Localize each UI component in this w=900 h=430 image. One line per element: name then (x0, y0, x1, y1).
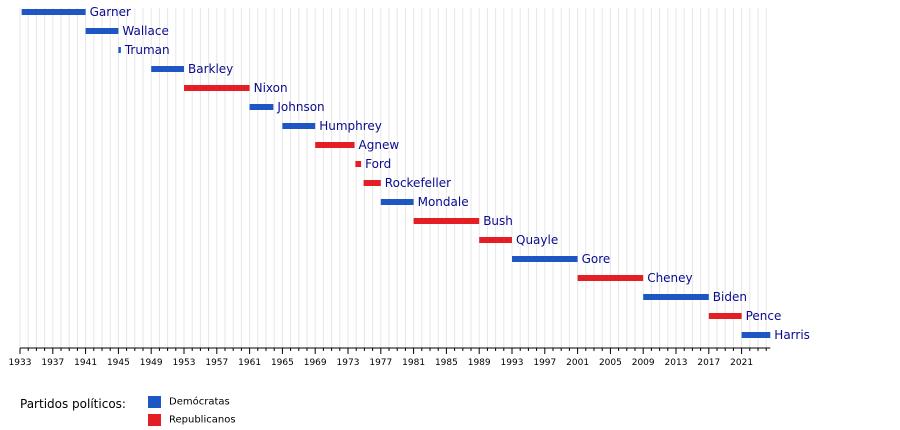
bar-label-garner: Garner (90, 5, 131, 19)
x-tick-label-1997: 1997 (533, 358, 556, 368)
x-tick-label-1965: 1965 (271, 358, 294, 368)
vice-president-timeline-chart: Garner Wallace Truman Barkley Nixon Johnson Hu… (9, 5, 810, 368)
legend-swatch-democrats (148, 396, 161, 408)
bar-quayle (479, 237, 512, 243)
bar-label-pence: Pence (746, 309, 782, 323)
bar-nixon (184, 85, 250, 91)
x-tick-label-1985: 1985 (435, 358, 458, 368)
bars (21, 9, 771, 338)
bar-humphrey (282, 123, 316, 129)
x-tick-label-1953: 1953 (173, 358, 196, 368)
bar-label-harris: Harris (774, 328, 810, 342)
x-tick-label-1981: 1981 (402, 358, 425, 368)
bar-label-wallace: Wallace (122, 24, 168, 38)
bar-cheney (577, 275, 644, 281)
legend-item-republicans: Republicanos (148, 414, 236, 426)
x-tick-label-2017: 2017 (697, 358, 720, 368)
x-tick-label-1973: 1973 (337, 358, 360, 368)
bar-label-truman: Truman (124, 43, 170, 57)
bar-labels: Garner Wallace Truman Barkley Nixon Johnson Hu… (90, 5, 810, 342)
x-tick-label-2021: 2021 (730, 358, 753, 368)
bar-johnson (249, 104, 274, 110)
bar-label-humphrey: Humphrey (319, 119, 382, 133)
legend-label-republicans: Republicanos (169, 414, 236, 426)
x-tick-label-1937: 1937 (41, 358, 64, 368)
x-tick-label-1941: 1941 (74, 358, 97, 368)
bar-agnew (315, 142, 355, 148)
bar-label-agnew: Agnew (359, 138, 400, 152)
bar-rockefeller (363, 180, 381, 186)
x-tick-label-2013: 2013 (665, 358, 688, 368)
bar-label-johnson: Johnson (276, 100, 324, 114)
bar-mondale (380, 199, 414, 205)
bar-label-gore: Gore (582, 252, 611, 266)
x-tick-label-1961: 1961 (238, 358, 261, 368)
x-tick-label-1949: 1949 (140, 358, 163, 368)
legend-title: Partidos políticos: (20, 397, 126, 411)
bar-gore (512, 256, 578, 262)
bar-label-mondale: Mondale (418, 195, 469, 209)
legend-swatch-republicans (148, 414, 161, 426)
bar-harris (741, 332, 771, 338)
bar-label-quayle: Quayle (516, 233, 558, 247)
bar-wallace (85, 28, 119, 34)
x-tick-label-1957: 1957 (205, 358, 228, 368)
bar-biden (643, 294, 709, 300)
bar-ford (355, 161, 362, 167)
bar-label-ford: Ford (365, 157, 391, 171)
bar-label-cheney: Cheney (647, 271, 692, 285)
legend-item-democrats: Demócratas (148, 396, 230, 408)
bar-label-biden: Biden (713, 290, 747, 304)
bar-label-nixon: Nixon (254, 81, 288, 95)
x-tick-label-2005: 2005 (599, 358, 622, 368)
bar-label-bush: Bush (483, 214, 513, 228)
x-tick-label-2001: 2001 (566, 358, 589, 368)
bar-label-barkley: Barkley (188, 62, 233, 76)
x-tick-label-1933: 1933 (9, 358, 32, 368)
x-tick-label-1989: 1989 (468, 358, 491, 368)
x-tick-label-1977: 1977 (369, 358, 392, 368)
bar-truman (118, 47, 121, 53)
bar-pence (708, 313, 742, 319)
bar-bush (413, 218, 480, 224)
x-tick-label-1945: 1945 (107, 358, 130, 368)
grid-lines (19, 8, 767, 348)
bar-label-rockefeller: Rockefeller (385, 176, 451, 190)
x-axis: 1933 1937 1941 1945 1949 1953 1957 1961 1965 1969… (9, 347, 771, 368)
x-tick-label-1969: 1969 (304, 358, 327, 368)
x-tick-label-2009: 2009 (632, 358, 655, 368)
x-tick-label-1993: 1993 (501, 358, 524, 368)
bar-barkley (151, 66, 184, 72)
bar-garner (21, 9, 86, 15)
legend-label-democrats: Demócratas (169, 396, 230, 408)
